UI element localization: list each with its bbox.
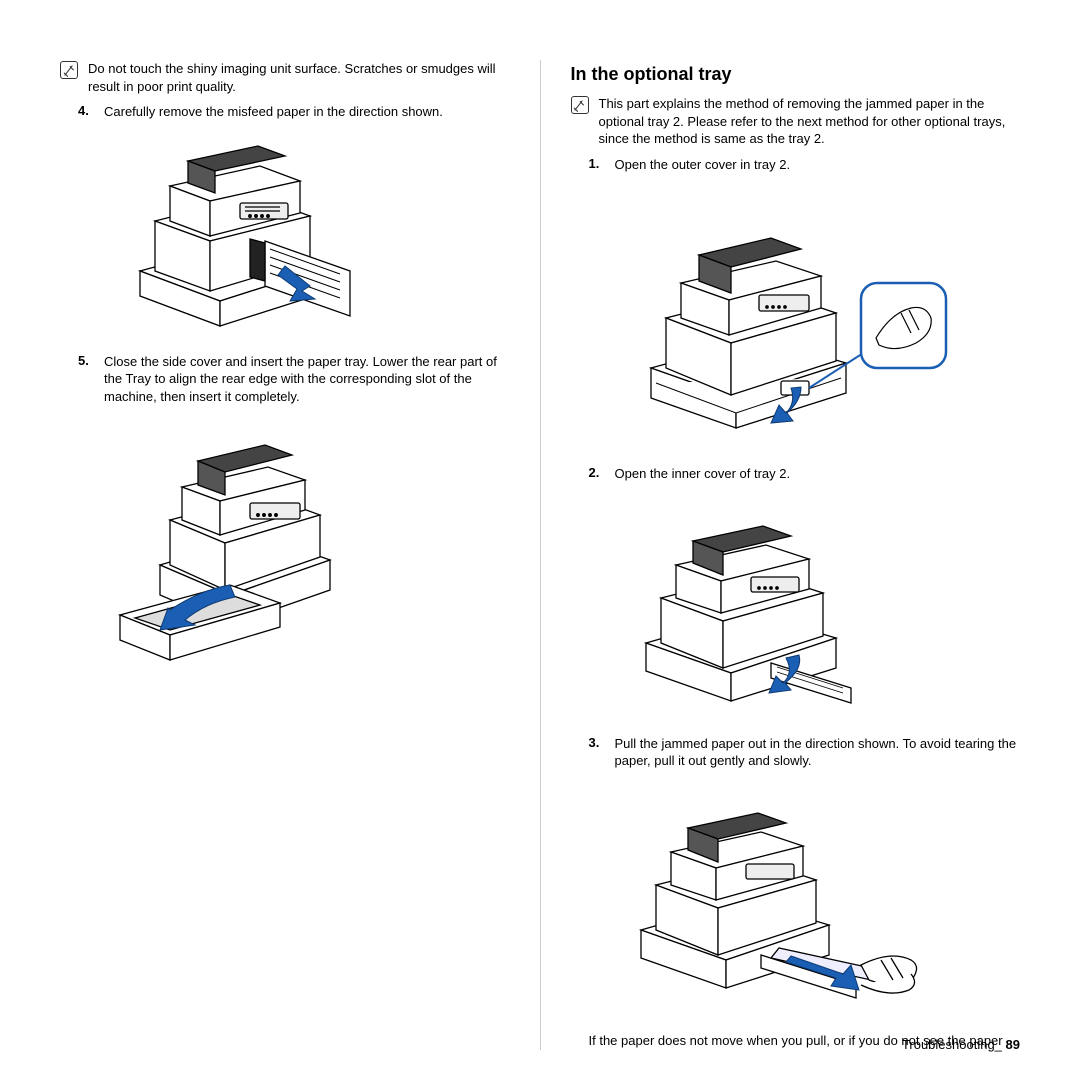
figure-insert-tray — [100, 415, 360, 675]
figure-open-outer-cover — [611, 183, 951, 443]
step-number: 5. — [78, 353, 94, 406]
step-2: 2. Open the inner cover of tray 2. — [589, 465, 1021, 483]
column-divider — [540, 60, 541, 1050]
note-block: This part explains the method of removin… — [571, 95, 1021, 148]
figure-open-inner-cover — [611, 493, 871, 713]
left-column: Do not touch the shiny imaging unit surf… — [60, 60, 510, 1050]
step-text: Open the outer cover in tray 2. — [615, 156, 791, 174]
step-text: Pull the jammed paper out in the directi… — [615, 735, 1021, 770]
step-4: 4. Carefully remove the misfeed paper in… — [78, 103, 510, 121]
figure-remove-misfeed — [100, 131, 360, 331]
note-text: This part explains the method of removin… — [599, 95, 1021, 148]
note-block: Do not touch the shiny imaging unit surf… — [60, 60, 510, 95]
step-number: 2. — [589, 465, 605, 483]
step-text: Close the side cover and insert the pape… — [104, 353, 510, 406]
step-number: 1. — [589, 156, 605, 174]
step-number: 4. — [78, 103, 94, 121]
right-column: In the optional tray This part explains … — [571, 60, 1021, 1050]
step-text: Carefully remove the misfeed paper in th… — [104, 103, 443, 121]
step-1: 1. Open the outer cover in tray 2. — [589, 156, 1021, 174]
step-text: Open the inner cover of tray 2. — [615, 465, 791, 483]
step-number: 3. — [589, 735, 605, 770]
footer-page-number: 89 — [1006, 1037, 1020, 1052]
figure-pull-jammed-paper — [611, 780, 931, 1010]
step-3: 3. Pull the jammed paper out in the dire… — [589, 735, 1021, 770]
manual-page: Do not touch the shiny imaging unit surf… — [0, 0, 1080, 1080]
note-icon — [60, 61, 78, 79]
section-heading: In the optional tray — [571, 64, 1021, 85]
step-5: 5. Close the side cover and insert the p… — [78, 353, 510, 406]
note-text: Do not touch the shiny imaging unit surf… — [88, 60, 510, 95]
footer-section: Troubleshooting_ — [902, 1037, 1002, 1052]
note-icon — [571, 96, 589, 114]
two-column-layout: Do not touch the shiny imaging unit surf… — [60, 60, 1020, 1050]
page-footer: Troubleshooting_ 89 — [902, 1037, 1020, 1052]
